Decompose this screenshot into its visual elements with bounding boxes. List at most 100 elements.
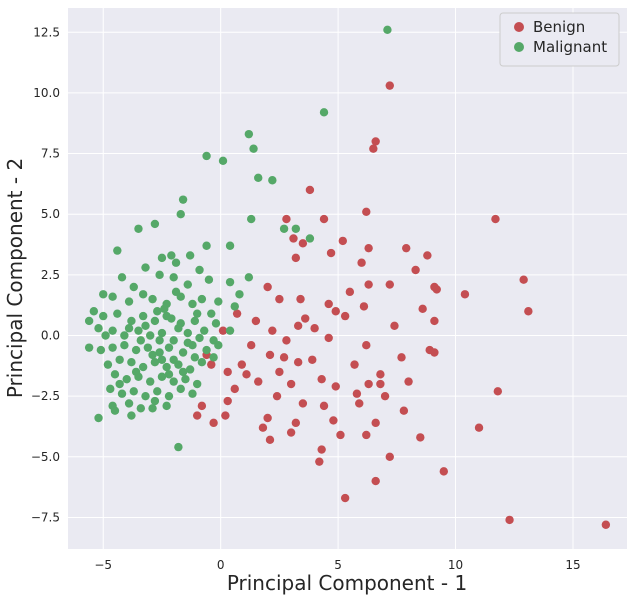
- data-point-malignant: [268, 176, 277, 185]
- data-point-benign: [493, 387, 503, 396]
- data-point-malignant: [200, 326, 209, 335]
- data-point-malignant: [113, 246, 122, 255]
- data-point-malignant: [113, 309, 122, 318]
- data-point-malignant: [235, 290, 244, 299]
- data-point-benign: [369, 144, 378, 153]
- data-point-benign: [338, 236, 348, 246]
- data-point-malignant: [143, 343, 153, 352]
- data-point-benign: [340, 493, 350, 503]
- data-point-malignant: [225, 241, 235, 250]
- data-point-malignant: [150, 219, 160, 229]
- data-point-benign: [221, 411, 230, 420]
- data-point-malignant: [195, 333, 204, 343]
- data-point-benign: [263, 413, 272, 423]
- x-tick-label: −5: [94, 558, 112, 572]
- data-point-malignant: [138, 311, 148, 321]
- y-tick-label: −7.5: [31, 510, 60, 524]
- x-tick-label: 5: [334, 558, 342, 572]
- data-point-malignant: [162, 362, 171, 372]
- plot-background: [68, 8, 627, 549]
- data-point-malignant: [192, 309, 202, 318]
- data-point-benign: [324, 333, 333, 343]
- x-tick-label: 15: [565, 558, 580, 572]
- data-point-benign: [439, 467, 448, 476]
- legend-label-benign: Benign: [533, 18, 585, 36]
- data-point-benign: [272, 391, 282, 401]
- data-point-malignant: [138, 290, 148, 299]
- data-point-benign: [357, 258, 366, 267]
- data-point-benign: [293, 357, 303, 367]
- data-point-malignant: [146, 377, 155, 386]
- data-point-benign: [385, 280, 394, 289]
- data-point-malignant: [124, 324, 134, 333]
- data-point-malignant: [157, 328, 167, 338]
- data-point-malignant: [185, 365, 195, 374]
- y-tick-label: −5.0: [31, 450, 60, 464]
- data-point-benign: [331, 382, 340, 391]
- data-point-benign: [418, 304, 427, 314]
- data-point-malignant: [129, 282, 138, 292]
- data-point-benign: [197, 401, 207, 411]
- data-point-malignant: [127, 411, 136, 420]
- data-point-malignant: [160, 304, 169, 314]
- data-point-benign: [223, 396, 232, 406]
- data-point-benign: [275, 294, 284, 304]
- data-point-malignant: [150, 316, 160, 326]
- data-point-malignant: [169, 273, 178, 282]
- data-point-malignant: [176, 210, 185, 219]
- data-point-benign: [505, 515, 514, 525]
- data-point-malignant: [244, 129, 254, 139]
- data-point-benign: [371, 137, 380, 146]
- data-point-benign: [397, 353, 406, 362]
- data-point-malignant: [155, 270, 164, 280]
- data-point-benign: [359, 302, 369, 311]
- data-point-malignant: [305, 234, 315, 243]
- data-point-malignant: [124, 297, 134, 306]
- data-point-malignant: [197, 357, 207, 367]
- data-point-benign: [364, 379, 373, 389]
- data-point-benign: [380, 391, 390, 401]
- data-point-benign: [460, 290, 470, 299]
- data-point-benign: [315, 457, 324, 466]
- data-point-malignant: [202, 151, 211, 161]
- data-point-benign: [242, 370, 251, 379]
- data-point-malignant: [171, 258, 181, 267]
- data-point-benign: [329, 416, 338, 425]
- data-point-malignant: [155, 348, 164, 357]
- data-point-benign: [411, 265, 420, 275]
- data-point-benign: [232, 309, 242, 318]
- data-point-malignant: [211, 319, 221, 328]
- data-point-benign: [218, 326, 228, 335]
- data-point-malignant: [99, 311, 108, 321]
- data-point-malignant: [146, 331, 155, 340]
- data-point-benign: [362, 207, 371, 216]
- data-point-malignant: [127, 316, 136, 326]
- data-point-benign: [268, 326, 277, 335]
- data-point-malignant: [254, 173, 263, 183]
- data-point-malignant: [110, 370, 120, 379]
- data-point-malignant: [169, 377, 178, 386]
- data-point-malignant: [153, 307, 162, 316]
- data-point-malignant: [164, 343, 174, 352]
- data-point-benign: [265, 435, 275, 445]
- data-point-malignant: [127, 357, 136, 367]
- data-point-malignant: [169, 355, 178, 364]
- data-point-malignant: [183, 328, 192, 338]
- data-point-malignant: [230, 302, 239, 311]
- data-point-benign: [385, 81, 394, 90]
- data-point-benign: [402, 243, 411, 253]
- data-point-benign: [192, 411, 202, 420]
- data-point-benign: [336, 430, 345, 440]
- data-point-malignant: [129, 387, 138, 396]
- data-point-malignant: [192, 379, 202, 389]
- data-point-benign: [275, 367, 284, 377]
- data-point-malignant: [108, 292, 117, 301]
- data-point-malignant: [155, 336, 164, 345]
- data-point-malignant: [89, 307, 99, 316]
- data-point-benign: [404, 377, 413, 386]
- data-point-benign: [265, 350, 275, 360]
- data-point-malignant: [157, 372, 167, 381]
- data-point-malignant: [214, 297, 223, 306]
- data-point-malignant: [207, 309, 216, 318]
- data-point-benign: [254, 377, 263, 386]
